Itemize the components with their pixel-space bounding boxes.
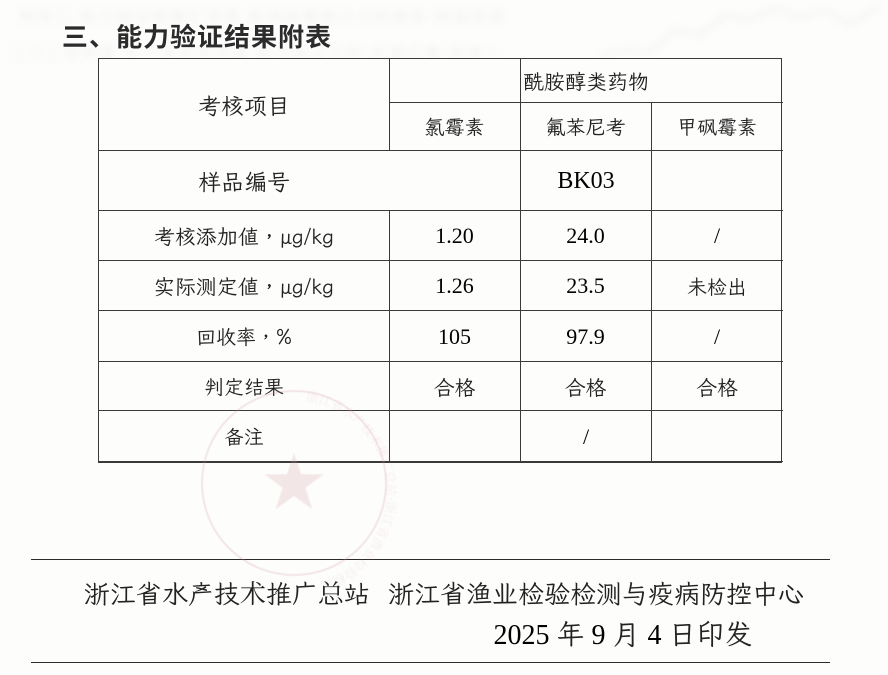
svg-text:浙江省水产技术推广总站·浙江省渔业检验检测中心: 浙江省水产技术推广总站·浙江省渔业检验检测中心 — [294, 387, 401, 585]
